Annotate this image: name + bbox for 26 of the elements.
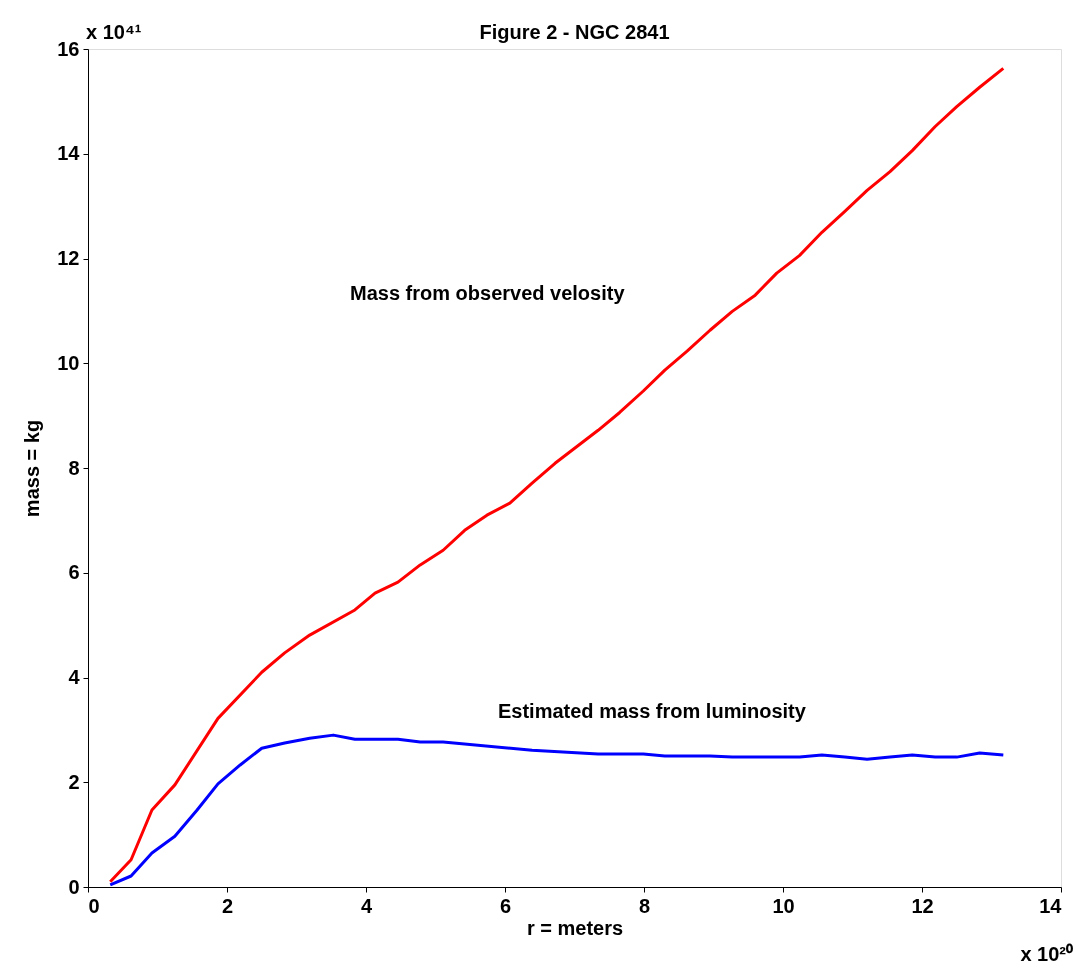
line-series (108, 733, 1005, 887)
annotation: Estimated mass from luminosity (498, 700, 807, 722)
x-axis-title: r = meters (526, 916, 624, 939)
x-tick-label: 4 (360, 894, 373, 917)
text: x 10⁴¹ (86, 21, 142, 43)
y-tick-label: 16 (57, 37, 80, 60)
x-tick-label: 14 (1039, 894, 1063, 917)
x-tick-label: 12 (911, 894, 934, 917)
y-tick-label: 12 (57, 247, 80, 269)
y-axis-title: mass = kg (21, 419, 44, 518)
y-tick-label: 0 (68, 875, 80, 898)
x-tick-label: 2 (221, 894, 234, 917)
y-tick-label: 4 (68, 666, 81, 688)
x-tick-label: 8 (638, 894, 651, 917)
y-tick-label: 8 (68, 456, 80, 479)
y-tick-label: 14 (57, 142, 81, 165)
x-tick-label: 6 (499, 894, 512, 917)
x-tick-label: 10 (772, 894, 795, 917)
text: x 10²⁰ (1020, 943, 1073, 965)
x-tick-label: 0 (88, 894, 100, 917)
line-series (108, 66, 1005, 884)
y-tick-label: 6 (68, 561, 80, 584)
chart-title: Figure 2 - NGC 2841 (479, 21, 670, 43)
y-tick-label: 10 (57, 351, 80, 374)
annotation: Mass from observed velosity (350, 282, 626, 304)
y-tick-label: 2 (68, 770, 80, 793)
